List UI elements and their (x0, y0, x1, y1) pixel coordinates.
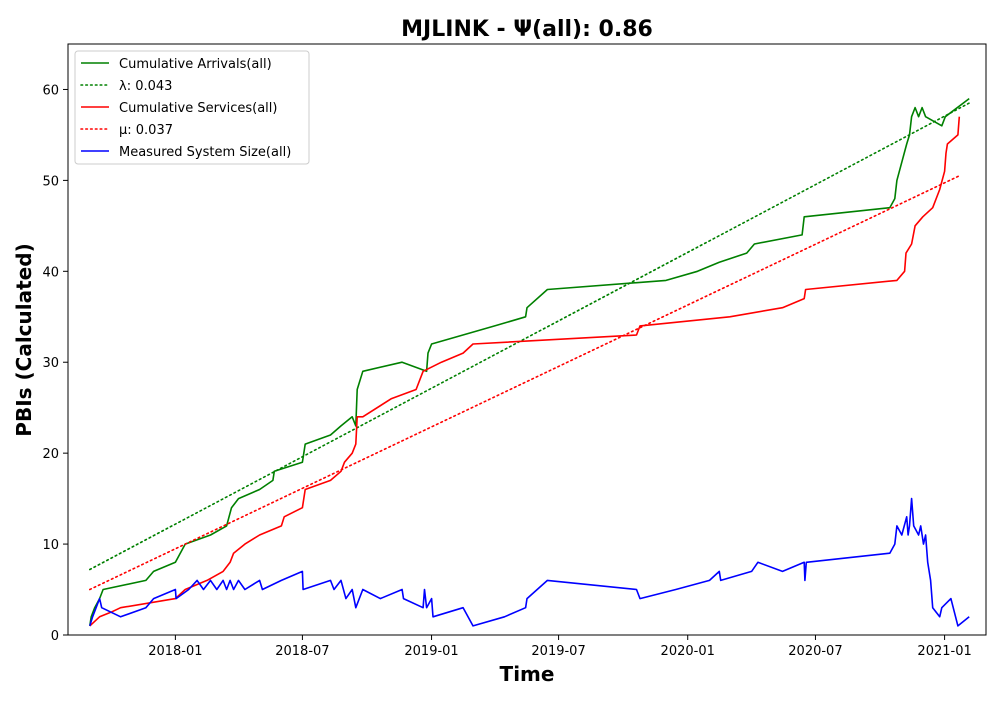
legend-label: Measured System Size(all) (119, 145, 291, 160)
x-axis-title: Time (500, 662, 555, 686)
series-line-4 (89, 497, 970, 627)
x-tick-label: 2020-01 (661, 644, 715, 659)
x-tick-label: 2019-07 (531, 644, 585, 659)
series-line-3 (89, 175, 961, 591)
series-line-0 (89, 97, 970, 627)
x-axis: 2018-01 2018-07 2019-01 2019-07 2020-01 2020-… (148, 635, 972, 659)
plot-area (89, 97, 971, 627)
x-tick-label: 2020-07 (788, 644, 842, 659)
x-tick-label: 2021-01 (917, 644, 971, 659)
y-axis-title: PBIs (Calculated) (12, 243, 36, 436)
y-tick-label: 50 (42, 174, 59, 189)
y-axis: 0 10 20 30 40 50 60 (42, 83, 68, 644)
y-tick-label: 10 (42, 538, 59, 553)
series-line-2 (89, 116, 961, 627)
y-tick-label: 0 (51, 629, 59, 644)
x-tick-label: 2018-07 (275, 644, 329, 659)
y-tick-label: 20 (42, 447, 59, 462)
legend: Cumulative Arrivals(all) λ: 0.043 Cumulati… (74, 50, 310, 165)
y-tick-label: 60 (42, 83, 59, 98)
x-tick-label: 2018-01 (148, 644, 202, 659)
legend-label: μ: 0.037 (119, 123, 173, 138)
legend-box (74, 50, 310, 165)
plot-frame (67, 43, 987, 636)
y-tick-label: 40 (42, 265, 59, 280)
y-tick-label: 30 (42, 356, 59, 371)
series-line-1 (89, 102, 971, 571)
x-tick-label: 2019-01 (404, 644, 458, 659)
chart-title: MJLINK - Ψ(all): 0.86 (401, 17, 653, 42)
legend-label: λ: 0.043 (119, 79, 172, 94)
legend-label: Cumulative Arrivals(all) (119, 57, 272, 72)
legend-label: Cumulative Services(all) (119, 101, 277, 116)
